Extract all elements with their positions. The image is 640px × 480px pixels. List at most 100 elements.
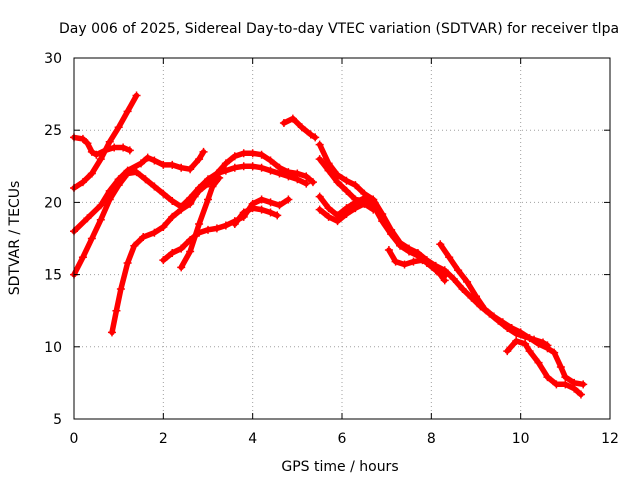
data-point	[96, 215, 105, 224]
data-point	[248, 162, 257, 171]
data-point	[279, 118, 288, 127]
data-point	[125, 146, 134, 155]
data-point	[311, 133, 320, 142]
data-point	[378, 217, 387, 226]
data-point	[221, 159, 230, 168]
data-point	[150, 182, 159, 191]
data-point	[324, 212, 333, 221]
data-point	[105, 137, 114, 146]
data-point	[159, 222, 168, 231]
data-point	[342, 176, 351, 185]
data-point	[139, 233, 148, 242]
data-point	[480, 305, 489, 314]
data-point	[230, 163, 239, 172]
data-point	[284, 195, 293, 204]
data-point	[96, 155, 105, 164]
data-point	[137, 159, 145, 168]
data-point	[440, 276, 449, 285]
x-axis-label: GPS time / hours	[281, 459, 398, 475]
data-point	[436, 240, 445, 249]
data-point	[212, 169, 221, 178]
data-point	[186, 165, 195, 174]
data-point	[112, 306, 121, 315]
data-point	[83, 139, 92, 148]
data-point	[208, 182, 217, 191]
data-point	[230, 152, 239, 161]
data-point	[521, 339, 530, 348]
data-point	[78, 178, 87, 187]
data-point	[498, 318, 507, 327]
data-point	[110, 143, 119, 152]
data-point	[489, 312, 498, 321]
data-point	[391, 257, 400, 266]
data-point	[257, 163, 266, 172]
data-point	[351, 195, 360, 204]
data-point	[561, 380, 570, 389]
data-point	[302, 172, 311, 181]
data-point	[105, 195, 114, 204]
series-line	[437, 241, 586, 388]
data-point	[123, 107, 132, 116]
y-tick-label: 30	[44, 51, 62, 67]
data-point	[199, 147, 208, 156]
data-point	[384, 246, 393, 255]
series-arc-9	[279, 114, 320, 142]
data-point	[445, 253, 454, 262]
data-point	[266, 198, 275, 207]
data-point	[534, 358, 543, 367]
data-point	[221, 166, 230, 175]
grid	[74, 58, 610, 419]
series-arc-2	[70, 91, 141, 192]
x-tick-label: 12	[601, 431, 619, 447]
data-point	[449, 274, 458, 283]
data-point	[87, 147, 96, 156]
data-point	[507, 324, 516, 333]
data-point	[92, 150, 101, 159]
data-point	[186, 247, 195, 256]
data-point	[212, 224, 221, 233]
data-point	[159, 189, 168, 198]
data-point	[534, 339, 543, 348]
data-point	[150, 228, 159, 237]
series-arc-8	[230, 204, 282, 229]
data-point	[150, 156, 159, 165]
series-line	[71, 92, 140, 191]
x-tick-label: 8	[427, 431, 436, 447]
data-point	[369, 205, 378, 214]
data-point	[177, 263, 186, 272]
data-point	[284, 168, 293, 177]
data-point	[186, 199, 195, 208]
data-point	[257, 150, 266, 159]
y-tick-label: 25	[44, 123, 62, 139]
data-point	[342, 209, 351, 218]
series-arc-15	[436, 240, 588, 389]
data-point	[114, 181, 123, 190]
data-point	[266, 208, 275, 217]
data-point	[130, 241, 139, 250]
data-point	[107, 328, 116, 337]
data-point	[266, 156, 275, 165]
x-tick-label: 2	[159, 431, 168, 447]
data-point	[116, 285, 125, 294]
data-point	[275, 163, 284, 172]
data-point	[248, 204, 257, 213]
data-point	[159, 256, 168, 265]
data-point	[400, 260, 409, 269]
series-line	[109, 150, 316, 336]
data-point	[436, 270, 445, 279]
data-point	[525, 347, 534, 356]
data-point	[387, 230, 396, 239]
data-point	[215, 173, 224, 182]
series-line	[316, 141, 551, 349]
data-point	[315, 205, 324, 214]
data-point	[87, 169, 96, 178]
series-arc-13	[315, 155, 378, 207]
x-tick-label: 4	[248, 431, 257, 447]
data-point	[204, 179, 212, 188]
data-point	[396, 241, 405, 250]
data-point	[114, 123, 123, 132]
data-point	[543, 344, 552, 353]
data-point	[516, 328, 525, 337]
data-point	[177, 205, 186, 214]
data-point	[78, 134, 87, 143]
